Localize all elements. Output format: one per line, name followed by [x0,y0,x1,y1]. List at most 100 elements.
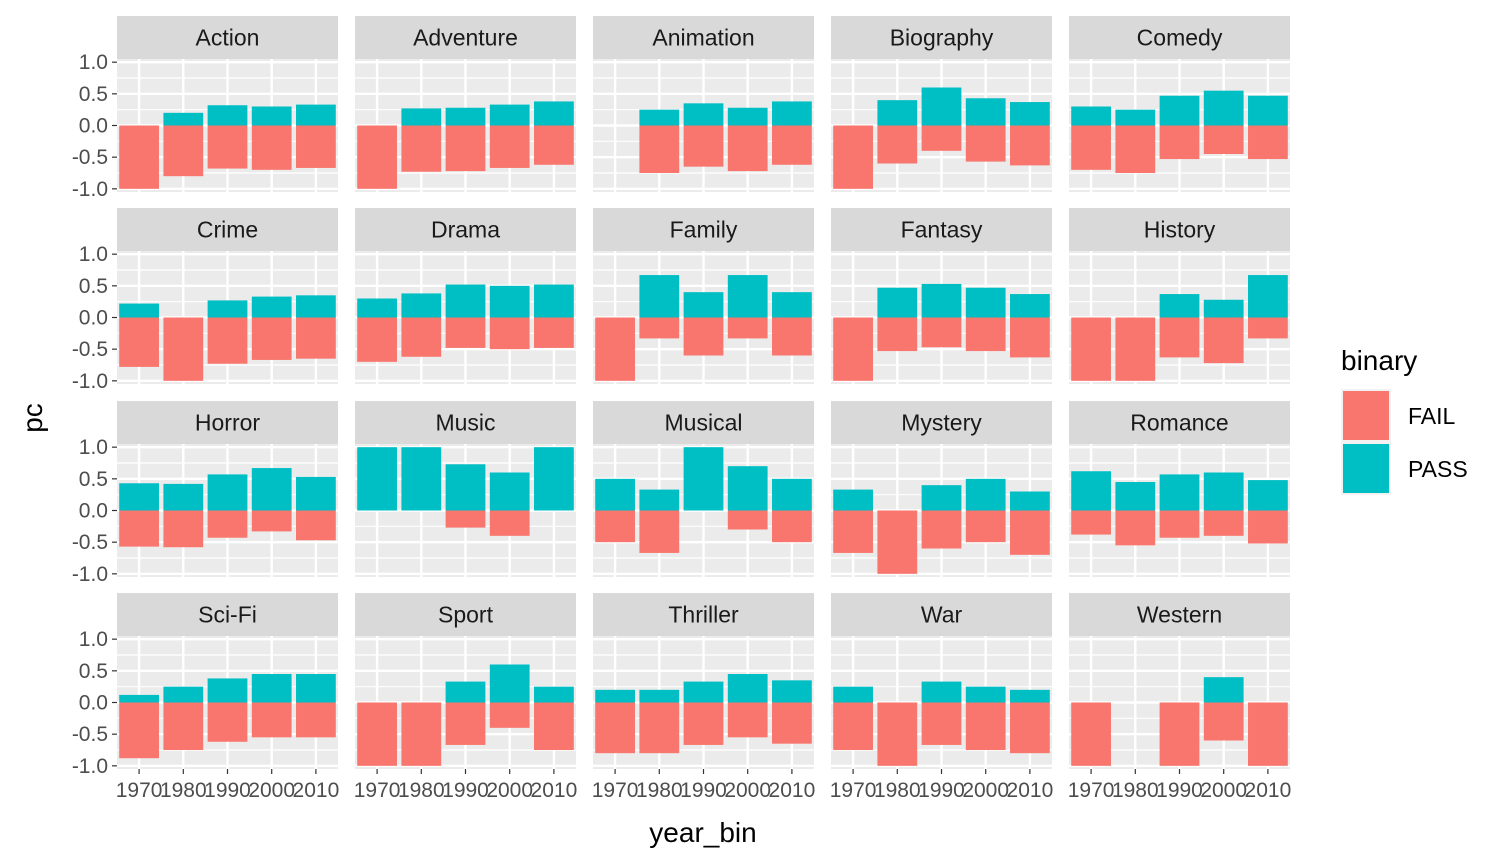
bar-pass [489,472,530,511]
bar-pass [639,689,680,703]
bar-fail [1010,317,1050,358]
bar-pass [489,285,530,318]
bar-pass [683,447,724,511]
facet-title: Adventure [413,25,518,51]
bar-fail [119,317,159,367]
bar-pass [965,98,1006,126]
bar-fail [1248,317,1288,339]
facet-panel: Drama [355,208,576,384]
bar-fail [772,702,812,744]
x-tick-label: 1980 [160,779,207,802]
bar-pass [251,674,292,703]
facet-strip [117,401,338,444]
x-tick-label: 1980 [874,779,921,802]
bar-fail [727,125,768,172]
bar-fail [534,125,574,165]
bar-fail [357,702,397,766]
facet-strip [355,401,576,444]
bar-pass [833,686,873,703]
x-axis-title: year_bin [649,817,756,848]
bar-pass [251,106,292,126]
y-tick-label: 0.5 [79,660,108,683]
bar-fail [1071,317,1111,381]
bar-fail [489,125,530,168]
bar-pass [595,689,635,703]
bar-pass [772,292,812,318]
bar-pass [296,674,336,703]
bar-pass [207,105,248,126]
bar-fail [357,125,397,189]
bar-fail [965,125,1006,162]
bar-fail [534,317,574,348]
bar-fail [1159,317,1200,358]
y-axis-title: pc [17,403,48,433]
bar-fail [1248,125,1288,160]
bar-pass [119,483,159,511]
bar-fail [965,510,1006,543]
facet-title: Drama [431,217,500,243]
bar-pass [595,478,635,511]
facet-strip [355,593,576,636]
bar-fail [296,317,336,359]
facet-strip [117,593,338,636]
bar-fail [445,702,486,745]
x-tick-label: 2010 [531,779,578,802]
bar-pass [639,275,680,318]
bar-fail [595,702,635,754]
x-tick-label: 2010 [769,779,816,802]
facet-title: Action [196,25,260,51]
bar-pass [683,103,724,126]
bar-fail [119,702,159,759]
bar-pass [251,468,292,511]
bar-fail [595,317,635,381]
bar-fail [1248,510,1288,544]
facet-title: War [921,602,963,628]
facet-title: Music [435,410,495,436]
facet-strip [1069,208,1290,251]
facet-title: Sport [438,602,494,628]
bar-fail [683,125,724,167]
bar-fail [921,702,962,745]
bar-fail [1159,702,1200,766]
facet-strip [355,16,576,59]
bar-fail [489,702,530,728]
bar-pass [1203,90,1244,126]
bar-fail [163,510,204,548]
bar-pass [772,478,812,511]
facet-title: Family [670,217,738,243]
bar-pass [489,664,530,703]
facet-title: Thriller [668,602,739,628]
bar-fail [1248,702,1288,766]
bar-pass [445,464,486,511]
y-tick-label: 0.5 [79,275,108,298]
bar-pass [445,284,486,318]
bar-fail [1010,510,1050,555]
bar-pass [1203,677,1244,703]
bar-fail [965,702,1006,750]
bar-pass [1203,472,1244,511]
y-tick-label: 0.0 [79,500,108,523]
bar-fail [921,125,962,151]
bar-pass [921,485,962,511]
bar-fail [163,125,204,177]
facet-strip [831,208,1052,251]
bar-fail [772,510,812,543]
x-tick-label: 1970 [592,779,639,802]
facet-grid: Action 1.0 0.5 0.0 -0.5 -1.0 Adventure Animatio… [72,16,1291,802]
bar-fail [639,702,680,754]
facet-strip [1069,401,1290,444]
bar-fail [489,317,530,350]
bar-pass [727,275,768,318]
y-tick-label: -0.5 [72,338,108,361]
bar-fail [683,702,724,745]
bar-fail [1203,702,1244,741]
facet-strip [355,208,576,251]
x-tick-label: 1990 [442,779,489,802]
facet-strip [1069,16,1290,59]
bar-fail [1010,702,1050,754]
bar-pass [445,107,486,126]
x-tick-label: 1970 [830,779,877,802]
bar-fail [833,702,873,750]
